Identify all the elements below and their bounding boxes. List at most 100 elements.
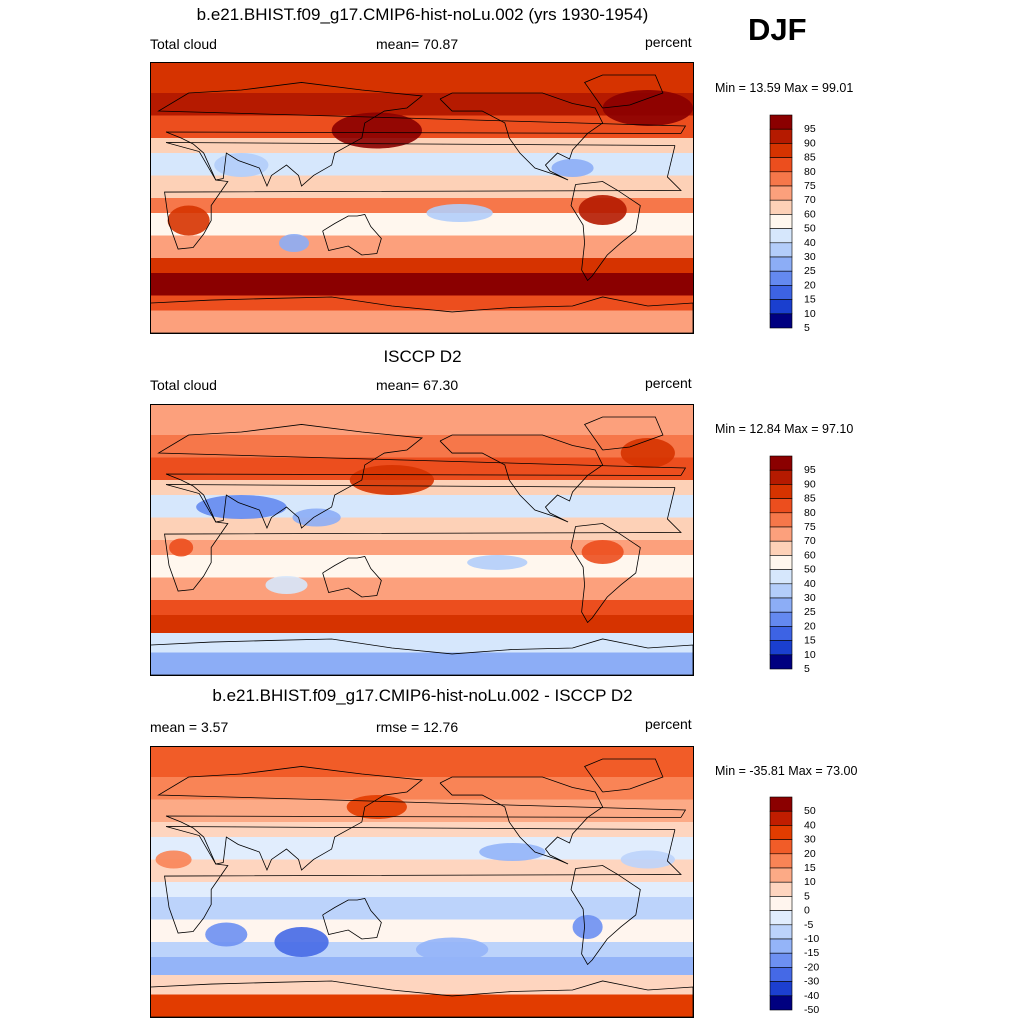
colorbar-level-label: -20	[804, 961, 819, 973]
map-field-region	[265, 576, 308, 594]
panel-3-colorbar: 50 40 30 20 15 10 5 0 -5 -10 -15 -20 -30 -40 -50	[769, 796, 850, 1016]
coastline	[583, 758, 664, 793]
map-field-region	[274, 927, 329, 957]
colorbar-level-label: -30	[804, 976, 819, 988]
panel-3-minmax: Min = -35.81 Max = 73.00	[715, 764, 858, 778]
colorbar-swatch	[769, 924, 793, 940]
map-field-region	[346, 795, 407, 819]
panel-2-colorbar: 95 90 85 80 75 70 60 50 40 30 25 20 15 10 5	[769, 455, 850, 675]
colorbar-level-label: 10	[804, 649, 816, 661]
colorbar-level-label: 85	[804, 152, 816, 164]
colorbar-level-label: -5	[804, 919, 813, 931]
colorbar-swatch	[769, 938, 793, 954]
map-field-region	[292, 508, 341, 527]
colorbar-swatch	[769, 853, 793, 869]
map-field-band	[151, 213, 693, 236]
colorbar-swatch	[769, 555, 793, 570]
colorbar-level-label: 60	[804, 549, 816, 561]
map-field-band	[151, 957, 693, 975]
map-field-region	[578, 194, 627, 225]
map-field-band	[151, 235, 693, 258]
map-field-region	[602, 90, 693, 126]
coastline	[570, 865, 641, 966]
map-field-band	[151, 600, 693, 615]
map-field-region	[479, 843, 546, 861]
map-field-band	[151, 295, 693, 311]
colorbar-swatch	[769, 569, 793, 585]
colorbar-level-label: 25	[804, 606, 816, 618]
coastline	[583, 416, 664, 451]
colorbar-level-label: 30	[804, 834, 816, 846]
panel-2-mean-label: mean= 67.30	[376, 377, 459, 393]
panel-3-mean-label: mean = 3.57	[150, 719, 229, 735]
map-field-region	[426, 204, 493, 222]
colorbar-swatch	[769, 498, 793, 514]
map-field-band	[151, 633, 693, 653]
colorbar-level-label: 25	[804, 265, 816, 277]
colorbar-level-label: 70	[804, 194, 816, 206]
panel-3-map	[150, 746, 694, 1018]
coastline	[157, 424, 687, 530]
colorbar-swatch	[769, 810, 793, 826]
colorbar-level-label: 80	[804, 166, 816, 178]
coastline	[439, 776, 604, 865]
coastline	[570, 181, 641, 282]
map-field-band	[151, 517, 693, 540]
map-field-band	[151, 310, 693, 333]
colorbar-swatch	[769, 952, 793, 968]
map-field-band	[151, 615, 693, 633]
panel-2-minmax: Min = 12.84 Max = 97.10	[715, 422, 854, 436]
colorbar-level-label: 15	[804, 862, 816, 874]
colorbar-swatch	[769, 640, 793, 656]
colorbar-swatch	[769, 881, 793, 897]
colorbar-level-label: 30	[804, 251, 816, 263]
coastline	[322, 556, 382, 598]
map-field-band	[151, 822, 693, 837]
colorbar-level-label: 95	[804, 464, 816, 476]
map-field-region	[620, 438, 675, 468]
map-field-band	[151, 540, 693, 555]
map-field-region	[196, 495, 287, 519]
panel-3-units-label: percent	[645, 716, 692, 732]
colorbar-level-label: 70	[804, 535, 816, 547]
coastline	[157, 766, 687, 872]
map-field-region	[551, 159, 594, 177]
map-field-band	[151, 652, 693, 675]
map-field-band	[151, 258, 693, 273]
map-field-band	[151, 175, 693, 198]
colorbar-swatch	[769, 839, 793, 855]
colorbar-level-label: 10	[804, 308, 816, 320]
colorbar-swatch	[769, 896, 793, 911]
colorbar-level-label: 40	[804, 237, 816, 249]
colorbar-swatch	[769, 114, 793, 130]
map-field-band	[151, 273, 693, 296]
colorbar-swatch	[769, 867, 793, 883]
colorbar-swatch	[769, 256, 793, 272]
map-field-band	[151, 577, 693, 600]
colorbar-swatch	[769, 967, 793, 982]
coastline	[151, 296, 693, 333]
map-field-region	[572, 915, 603, 939]
colorbar-level-label: 5	[804, 663, 810, 675]
coastline	[570, 523, 641, 624]
colorbar-swatch	[769, 512, 793, 528]
panel-2-variable-label: Total cloud	[150, 377, 217, 393]
colorbar-level-label: 0	[804, 905, 810, 917]
colorbar-level-label: 5	[804, 890, 810, 902]
colorbar-swatch	[769, 611, 793, 627]
panel-3-title: b.e21.BHIST.f09_g17.CMIP6-hist-noLu.002 …	[212, 686, 633, 705]
colorbar-level-label: 40	[804, 819, 816, 831]
map-field-band	[151, 63, 693, 93]
colorbar-level-label: 80	[804, 507, 816, 519]
colorbar-level-label: 15	[804, 294, 816, 306]
panel-1-title: b.e21.BHIST.f09_g17.CMIP6-hist-noLu.002 …	[196, 5, 649, 24]
colorbar-swatch	[769, 654, 793, 670]
map-field-region	[620, 850, 675, 869]
map-field-region	[415, 937, 489, 962]
colorbar-swatch	[769, 825, 793, 840]
colorbar-level-label: 15	[804, 635, 816, 647]
map-field-region	[581, 540, 624, 564]
panel-1-mean-label: mean= 70.87	[376, 36, 459, 52]
colorbar-swatch	[769, 185, 793, 201]
map-field-band	[151, 837, 693, 860]
